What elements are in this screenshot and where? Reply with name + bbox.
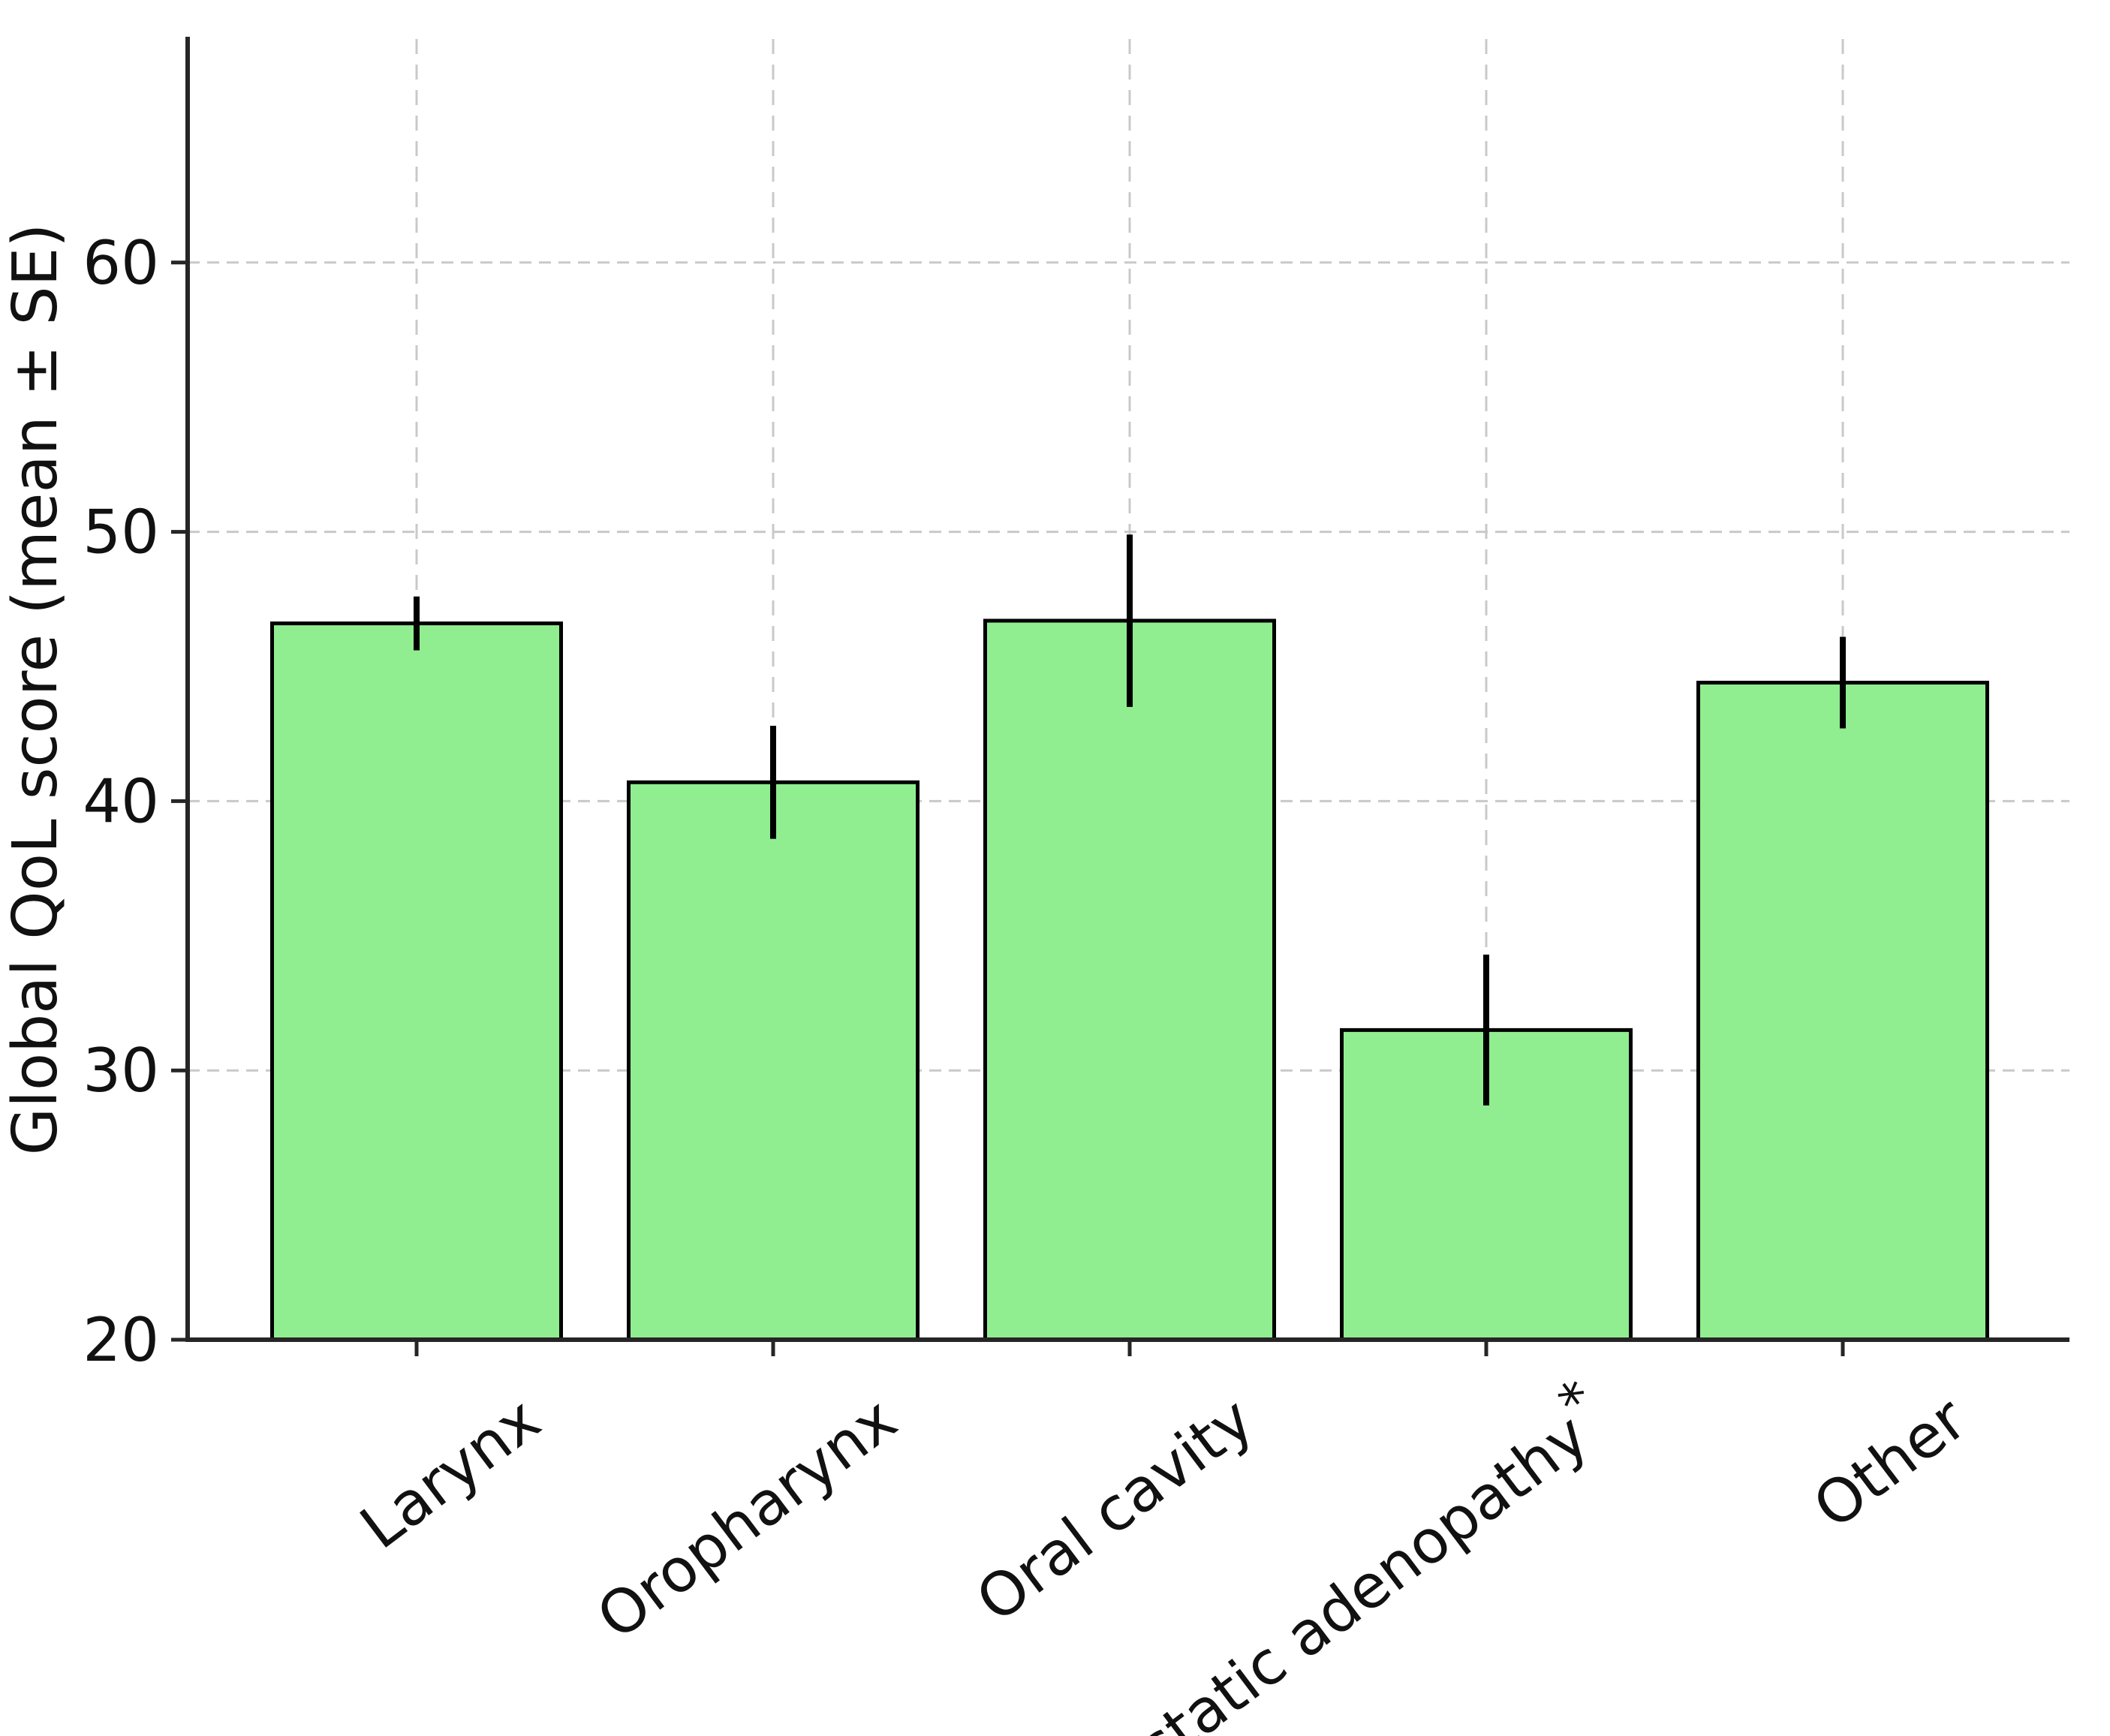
bar-oral-cavity <box>983 618 1276 1342</box>
y-tick-label-30: 30 <box>83 1036 159 1106</box>
bar-oropharynx <box>627 780 920 1342</box>
y-axis-label: Global QoL score (mean ± SE) <box>0 224 71 1156</box>
bar-larynx <box>270 621 563 1342</box>
y-tick-label-60: 60 <box>83 228 159 298</box>
bar-other <box>1696 681 1989 1342</box>
y-tick-label-20: 20 <box>83 1305 159 1375</box>
y-tick-label-50: 50 <box>83 498 159 567</box>
y-tick-label-40: 40 <box>83 766 159 836</box>
